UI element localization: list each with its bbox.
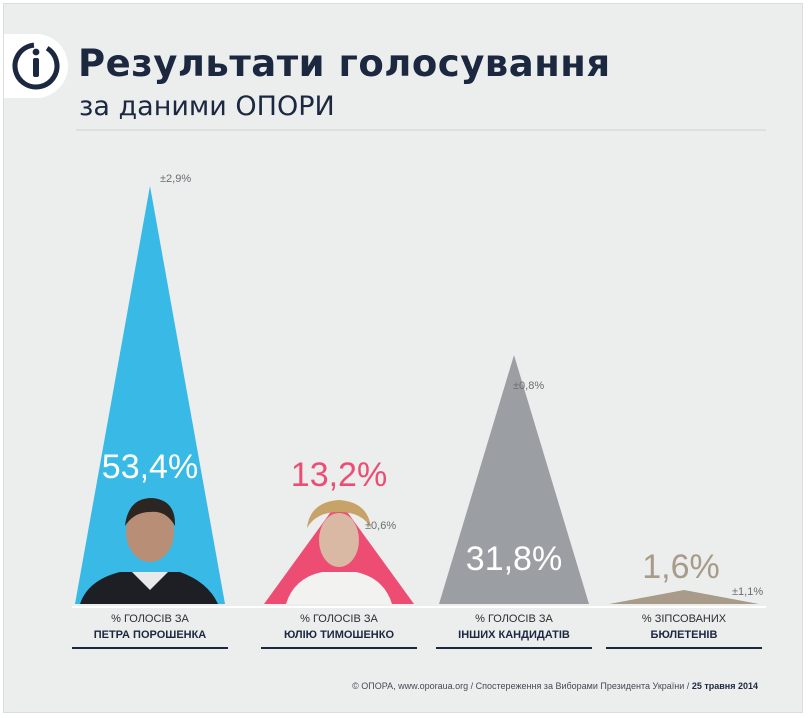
bar-triangle [75,186,225,604]
value-label: 13,2% [291,456,387,494]
margin-label: ±1,1% [732,586,763,598]
value-label: 53,4% [102,448,198,486]
category-label-line2: ІНШИХ КАНДИДАТІВ [458,629,570,641]
candidate-portrait-hair [125,498,176,526]
margin-label: ±0,8% [513,380,544,392]
footer-source: © ОПОРА, www.oporaua.org / Спостереження… [352,681,690,691]
candidate-portrait-head [126,502,174,562]
footer-credit: © ОПОРА, www.oporaua.org / Спостереження… [352,681,758,691]
page-title: Результати голосування [78,42,611,85]
value-label: 31,8% [466,540,562,578]
candidate-portrait-shirt [132,572,168,590]
category-label-line2: БЮЛЕТЕНІВ [651,629,718,641]
opora-logo-icon [12,42,60,90]
opora-logo [4,34,68,98]
margin-label: ±0,6% [365,520,396,532]
candidate-portrait-head [319,513,359,567]
category-label-line1: % ГОЛОСІВ ЗА [111,613,189,625]
candidate-portrait-body [286,572,392,604]
margin-label: ±2,9% [160,173,191,185]
page-subtitle: за даними ОПОРИ [79,91,335,122]
category-label-line1: % ГОЛОСІВ ЗА [475,613,553,625]
category-label-line1: % ГОЛОСІВ ЗА [300,613,378,625]
infographic-card: Результати голосування за даними ОПОРИ 5… [3,3,803,713]
footer-date: 25 травня 2014 [691,681,758,691]
bar-triangle [439,355,589,604]
category-label-line2: ЮЛІЮ ТИМОШЕНКО [284,629,394,641]
bar-triangle [609,590,759,604]
results-chart: 53,4% ±2,9% % ГОЛОСІВ ЗА ПЕТРА ПОРОШЕНКА 13,… [72,129,766,649]
candidate-portrait-hair [307,500,371,528]
category-label-line1: % ЗІПСОВАНИХ [642,613,727,625]
value-label: 1,6% [642,548,720,586]
category-label-line2: ПЕТРА ПОРОШЕНКА [94,629,207,641]
